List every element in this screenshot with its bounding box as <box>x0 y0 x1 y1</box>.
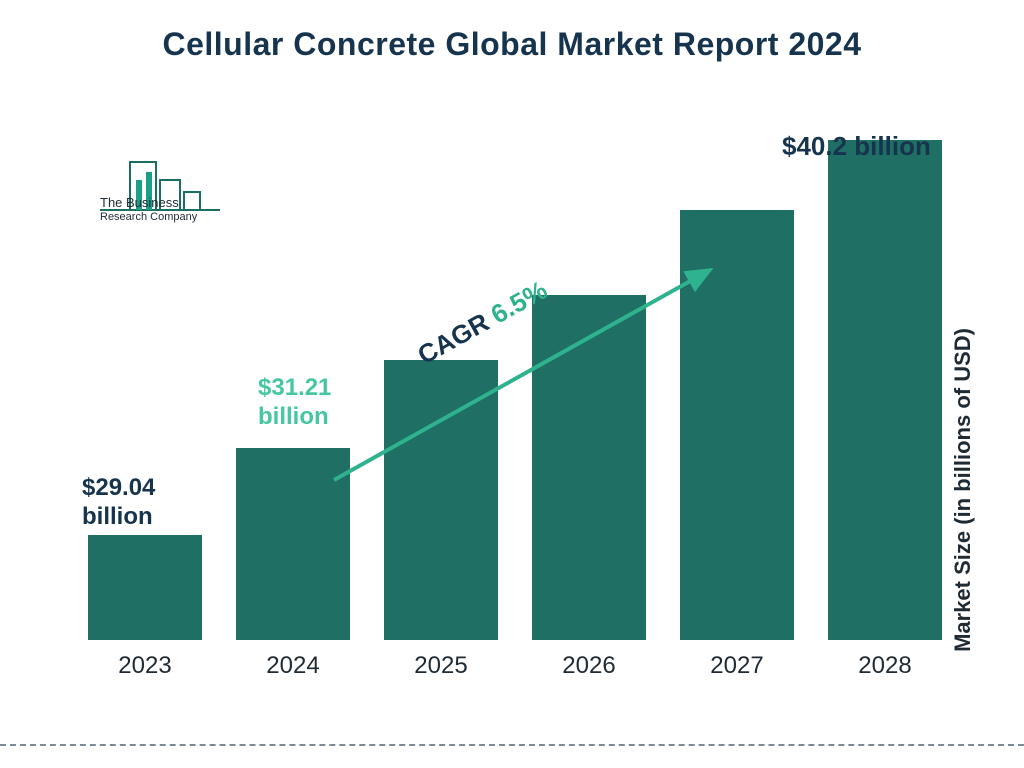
value-label-2023-amount: $29.04 <box>82 474 155 501</box>
bar-2025 <box>384 360 498 640</box>
page-root: Cellular Concrete Global Market Report 2… <box>0 0 1024 768</box>
bar-2027 <box>680 210 794 640</box>
value-label-2023-unit: billion <box>82 503 153 530</box>
value-label-2024: $31.21 billion <box>258 374 331 432</box>
value-label-2028-amount: $40.2 billion <box>782 131 931 161</box>
x-label-2024: 2024 <box>236 652 350 680</box>
value-label-2024-amount: $31.21 <box>258 374 331 401</box>
bar-2026 <box>532 295 646 640</box>
bar-2023 <box>88 535 202 640</box>
value-label-2024-unit: billion <box>258 403 329 430</box>
x-label-2025: 2025 <box>384 652 498 680</box>
page-title: Cellular Concrete Global Market Report 2… <box>0 26 1024 63</box>
y-axis-label: Market Size (in billions of USD) <box>950 328 976 652</box>
bars-container <box>70 120 940 640</box>
footer-divider <box>0 744 1024 746</box>
value-label-2028: $40.2 billion <box>782 131 931 162</box>
bar-chart: 202320242025202620272028 $29.04 billion … <box>70 120 940 680</box>
x-label-2027: 2027 <box>680 652 794 680</box>
bar-2028 <box>828 140 942 640</box>
x-label-2023: 2023 <box>88 652 202 680</box>
x-axis-labels: 2023 2024 2025 2026 2027 2028 <box>70 640 940 680</box>
value-label-2023: $29.04 billion <box>82 474 155 532</box>
x-label-2028: 2028 <box>828 652 942 680</box>
bar-2024 <box>236 448 350 640</box>
x-label-2026: 2026 <box>532 652 646 680</box>
